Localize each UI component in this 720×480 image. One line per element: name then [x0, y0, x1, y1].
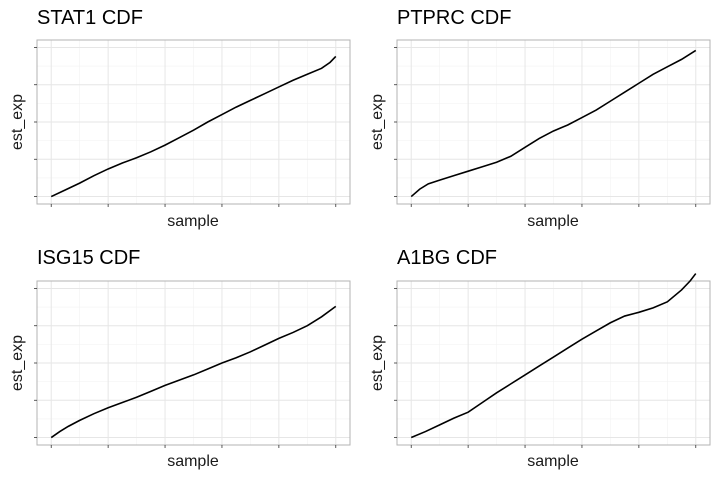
y-axis-title: est_exp: [369, 94, 386, 150]
panel-isg15: ISG15 CDF sample est_exp: [9, 247, 351, 470]
panel-title: STAT1 CDF: [37, 7, 143, 29]
cdf-line: [50, 305, 337, 439]
panel-ptprc: PTPRC CDF sample est_exp: [369, 7, 711, 230]
x-axis-title: sample: [167, 213, 219, 230]
panel-a1bg: A1BG CDF sample est_exp: [369, 247, 711, 470]
panel-title: PTPRC CDF: [397, 7, 511, 29]
cdf-line: [50, 55, 337, 198]
y-axis-title: est_exp: [9, 335, 26, 391]
panel-title: ISG15 CDF: [37, 247, 140, 269]
x-axis-title: sample: [527, 213, 579, 230]
x-axis-title: sample: [527, 453, 579, 470]
panel-stat1: STAT1 CDF sample est_exp: [9, 7, 351, 230]
x-axis-title: sample: [167, 453, 219, 470]
y-axis-title: est_exp: [369, 335, 386, 391]
cdf-line: [410, 273, 697, 439]
cdf-line: [410, 49, 697, 198]
panel-title: A1BG CDF: [397, 247, 497, 269]
y-axis-title: est_exp: [9, 94, 26, 150]
